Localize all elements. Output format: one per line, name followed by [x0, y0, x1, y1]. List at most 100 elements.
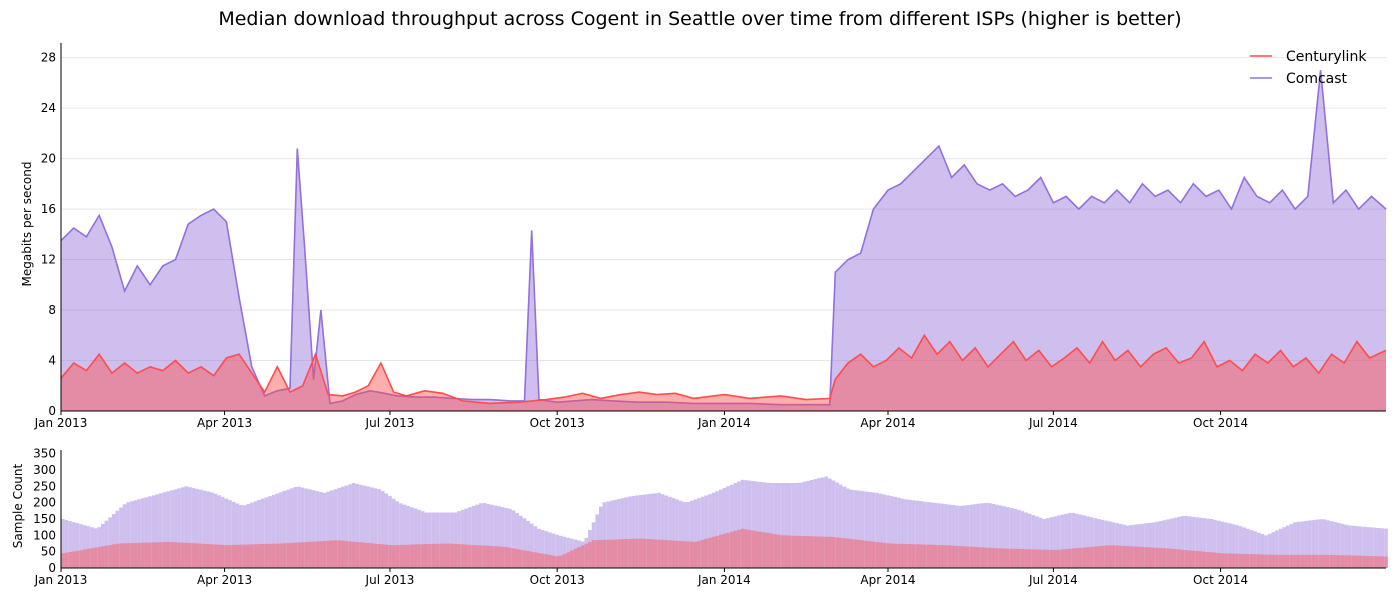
sample-bar-comcast — [686, 502, 690, 568]
sample-bar-centurylink — [304, 542, 309, 568]
sample-bar-centurylink — [188, 543, 192, 568]
sample-bar-comcast — [504, 508, 509, 568]
sample-bar-centurylink — [206, 544, 210, 568]
sample-bar-comcast — [529, 523, 534, 568]
sample-bar-centurylink — [820, 536, 825, 568]
sample-bar-centurylink — [722, 533, 727, 568]
sample-y-tick-label-1: 50 — [41, 545, 56, 559]
sample-bar-centurylink — [1209, 552, 1214, 568]
sample-bar-centurylink — [166, 541, 170, 568]
sample-bar-centurylink — [1318, 554, 1323, 568]
sample-bar-centurylink — [468, 544, 472, 568]
sample-bar-comcast — [1075, 513, 1079, 568]
sample-bar-comcast — [980, 503, 985, 568]
sample-bar-comcast — [359, 484, 363, 568]
sample-bar-comcast — [1217, 520, 1221, 568]
sample-bar-comcast — [835, 482, 839, 568]
sample-bar-centurylink — [918, 544, 923, 568]
sample-bar-centurylink — [1137, 546, 1141, 568]
sample-bar-comcast — [1082, 515, 1087, 568]
sample-bar-centurylink — [61, 553, 65, 568]
sample-bar-comcast — [944, 504, 948, 568]
sample-bar-comcast — [133, 500, 138, 568]
sample-bar-centurylink — [1315, 554, 1319, 568]
sample-bar-centurylink — [279, 543, 283, 568]
main-x-tick-label-7: Oct 2014 — [1193, 416, 1248, 430]
sample-bar-centurylink — [871, 541, 876, 568]
sample-bar-centurylink — [515, 549, 519, 568]
series-area-comcast — [61, 70, 1386, 411]
sample-bar-comcast — [937, 503, 941, 568]
sample-bar-centurylink — [1126, 546, 1130, 568]
sample-bar-centurylink — [1311, 554, 1316, 568]
sample-bar-centurylink — [1380, 556, 1385, 568]
series-line-centurylink — [60, 333, 1387, 405]
sample-bar-centurylink — [1038, 549, 1043, 568]
sample-bar-comcast — [1333, 522, 1337, 568]
sample-bar-comcast — [177, 488, 181, 568]
sample-bar-centurylink — [210, 544, 214, 568]
sample-bar-comcast — [1329, 521, 1334, 568]
sample-bar-comcast — [1358, 526, 1363, 568]
sample-bar-comcast — [900, 498, 905, 568]
sample-bar-centurylink — [1366, 556, 1370, 568]
sample-bar-centurylink — [766, 532, 770, 568]
sample-bar-centurylink — [948, 545, 952, 568]
sample-bar-centurylink — [729, 531, 734, 568]
sample-bar-centurylink — [213, 544, 218, 568]
sample-bar-centurylink — [1340, 555, 1345, 568]
sample-bar-comcast — [1137, 524, 1141, 568]
sample-bar-comcast — [973, 504, 977, 568]
sample-bar-comcast — [1177, 516, 1181, 568]
sample-bar-comcast — [802, 481, 807, 568]
sample-bar-comcast — [1227, 523, 1232, 568]
sample-bar-comcast — [1260, 534, 1265, 568]
sample-bar-centurylink — [315, 541, 320, 568]
sample-bar-comcast — [1275, 530, 1279, 568]
sample-bar-comcast — [460, 509, 465, 568]
sample-bar-centurylink — [511, 548, 516, 568]
sample-bar-comcast — [675, 499, 679, 568]
sample-bar-centurylink — [755, 531, 759, 568]
sample-bar-comcast — [1267, 533, 1272, 568]
sample-bar-comcast — [475, 504, 479, 568]
sample-bar-centurylink — [980, 547, 985, 568]
sample-x-tick-label-7: Oct 2014 — [1193, 573, 1248, 587]
sample-bar-centurylink — [595, 540, 599, 568]
sample-bar-comcast — [1246, 528, 1250, 568]
sample-bar-centurylink — [846, 538, 850, 568]
sample-bar-centurylink — [628, 539, 632, 568]
sample-bar-comcast — [1060, 514, 1065, 568]
sample-bar-centurylink — [257, 544, 261, 568]
sample-bar-centurylink — [1384, 556, 1388, 568]
sample-bar-comcast — [304, 488, 309, 568]
sample-bar-comcast — [424, 512, 429, 568]
main-y-tick-label-0: 0 — [48, 404, 56, 418]
sample-bar-centurylink — [620, 539, 625, 568]
sample-bar-centurylink — [1333, 555, 1337, 568]
sample-bar-comcast — [395, 501, 399, 568]
sample-bar-comcast — [159, 493, 163, 568]
sample-bar-centurylink — [519, 549, 523, 568]
sample-bar-comcast — [497, 506, 501, 568]
main-x-tick-label-1: Apr 2013 — [197, 416, 252, 430]
sample-bar-comcast — [631, 495, 636, 568]
sample-bar-centurylink — [602, 539, 607, 568]
sample-bar-comcast — [780, 483, 785, 568]
sample-bar-centurylink — [1231, 553, 1236, 568]
sample-bar-centurylink — [191, 543, 196, 568]
sample-bar-comcast — [1315, 519, 1319, 568]
sample-bar-centurylink — [548, 554, 552, 568]
sample-bar-centurylink — [791, 535, 796, 568]
sample-bar-comcast — [860, 491, 865, 568]
sample-bar-centurylink — [155, 542, 160, 568]
sample-bar-comcast — [588, 530, 592, 568]
sample-bar-centurylink — [1373, 556, 1377, 568]
sample-bar-comcast — [849, 489, 854, 568]
sample-bar-centurylink — [769, 533, 774, 568]
sample-bar-comcast — [1097, 519, 1101, 568]
sample-bar-comcast — [68, 521, 72, 568]
sample-bar-centurylink — [900, 543, 905, 568]
sample-bar-centurylink — [533, 552, 538, 568]
